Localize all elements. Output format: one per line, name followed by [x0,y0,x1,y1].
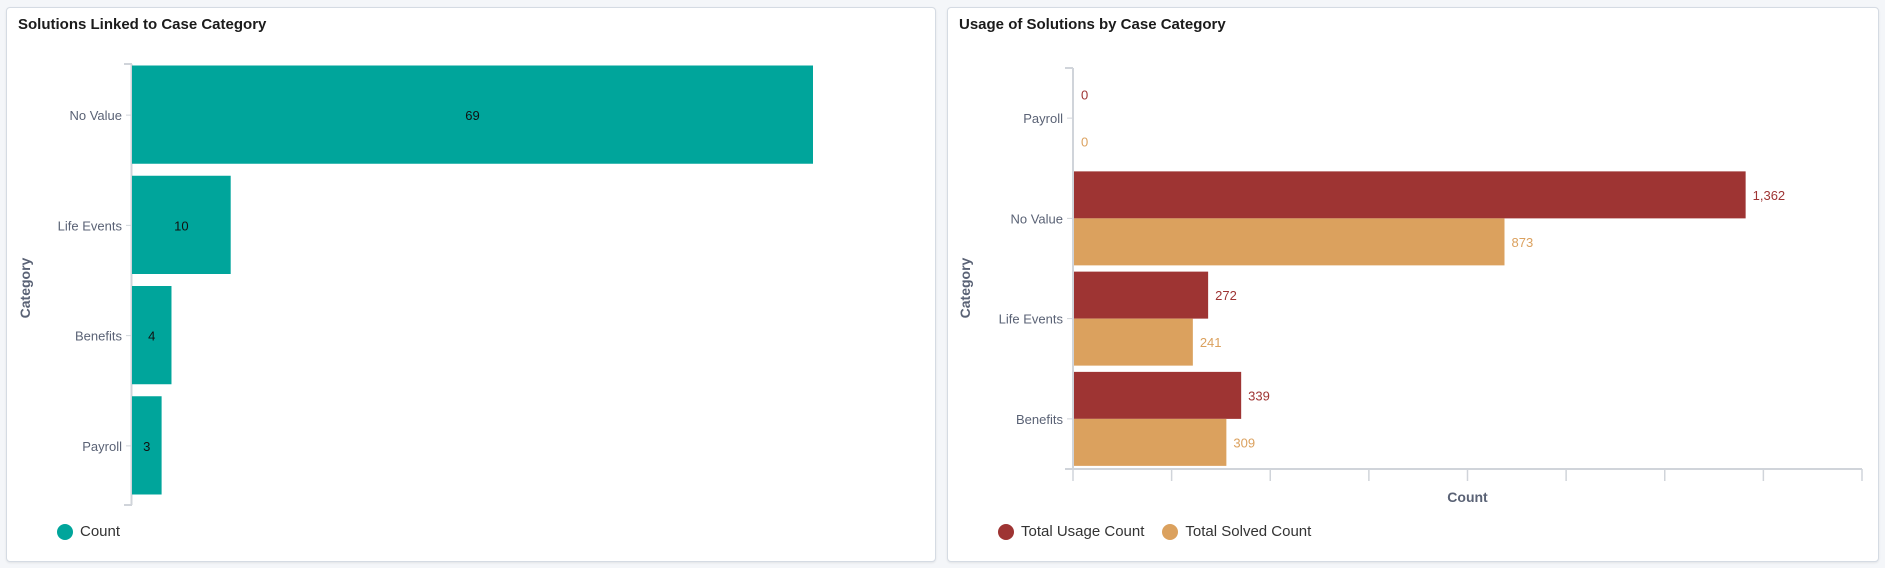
legend-item-total-solved[interactable]: Total Solved Count [1162,523,1311,540]
solutions-linked-chart: 69 No Value 10 Life Events 4 Benefits 3 Payroll… [17,63,813,506]
data-label: 309 [1233,435,1255,450]
legend-label: Total Solved Count [1185,523,1312,540]
legend-label: Total Usage Count [1021,523,1145,540]
data-label: 873 [1511,235,1533,250]
x-axis-title: Count [1447,489,1488,505]
legend-dot [1162,523,1179,540]
y-tick-label: Life Events [999,312,1064,327]
data-label: 10 [174,218,188,233]
y-tick-label: Payroll [1023,111,1063,126]
chart-title: Usage of Solutions by Case Category [959,16,1226,33]
y-tick-label: No Value [1010,211,1063,226]
bar-life-events-usage [1074,271,1209,319]
legend: Count [57,523,120,540]
legend: Total Usage Count Total Solved Count [998,523,1311,540]
bar-payroll [132,396,162,495]
legend-item-count[interactable]: Count [57,523,120,540]
legend-dot [57,523,73,540]
bar-life-events-solved [1074,318,1193,366]
data-label: 4 [148,329,155,344]
data-label: 339 [1248,388,1270,403]
y-tick-label: No Value [69,108,122,123]
usage-of-solutions-chart: Payroll 0 0 No Value 1,362 873 Life Events 272 2… [957,67,1863,505]
solutions-linked-panel: Solutions Linked to Case Category 69 No V… [6,7,936,562]
data-label: 241 [1200,335,1222,350]
legend-label: Count [80,523,121,540]
data-label: 69 [465,108,479,123]
bar-no-value-usage [1074,171,1746,219]
y-tick-label: Benefits [1016,412,1063,427]
y-tick-label: Payroll [82,439,122,454]
chart-title: Solutions Linked to Case Category [18,16,267,33]
legend-dot [998,523,1014,540]
bar-benefits-solved [1074,418,1227,466]
usage-of-solutions-panel: Usage of Solutions by Case Category Payr… [947,7,1879,562]
bar-benefits-usage [1074,371,1242,419]
bar-no-value-solved [1074,218,1505,266]
data-label: 3 [143,439,150,454]
y-tick-label: Benefits [75,329,122,344]
y-axis-title: Category [957,257,973,318]
data-label: 1,362 [1753,188,1786,203]
data-label: 0 [1081,88,1088,103]
bar-no-value [132,65,813,164]
data-label: 0 [1081,135,1088,150]
legend-item-total-usage[interactable]: Total Usage Count [998,523,1144,540]
bar-life-events [132,175,231,274]
bar-benefits [132,286,172,385]
y-tick-label: Life Events [58,218,123,233]
y-axis-title: Category [17,257,33,318]
data-label: 272 [1215,288,1237,303]
